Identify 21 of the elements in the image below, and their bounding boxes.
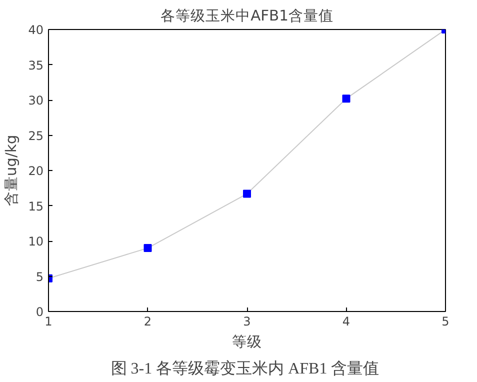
point bbox=[144, 244, 152, 252]
x-tick-label: 4 bbox=[342, 314, 350, 328]
y-tick-label: 15 bbox=[28, 199, 44, 214]
y-tick-label: 20 bbox=[28, 164, 44, 178]
y-tick-label: 10 bbox=[28, 234, 44, 248]
y-tick-label: 35 bbox=[28, 58, 44, 72]
chart-title: 各等级玉米中AFB1含量值 bbox=[160, 8, 334, 24]
x-tick-label: 1 bbox=[44, 314, 52, 328]
y-tick-label: 30 bbox=[28, 94, 44, 108]
x-axis-title: 等级 bbox=[232, 334, 262, 350]
x-tick-label: 3 bbox=[243, 314, 251, 328]
y-tick-label: 0 bbox=[36, 305, 44, 319]
point bbox=[342, 94, 350, 103]
x-tick-label: 5 bbox=[442, 314, 450, 328]
y-tick-label: 40 bbox=[28, 23, 44, 37]
y-tick-label: 25 bbox=[28, 128, 44, 143]
x-tick-label: 2 bbox=[144, 314, 152, 328]
point bbox=[243, 190, 251, 198]
y-tick-label: 5 bbox=[36, 270, 44, 284]
caption: 图 3-1 各等级霉变玉米内 AFB1 含量值 bbox=[110, 360, 380, 378]
y-axis-title: 含量ug/kg bbox=[3, 134, 20, 206]
